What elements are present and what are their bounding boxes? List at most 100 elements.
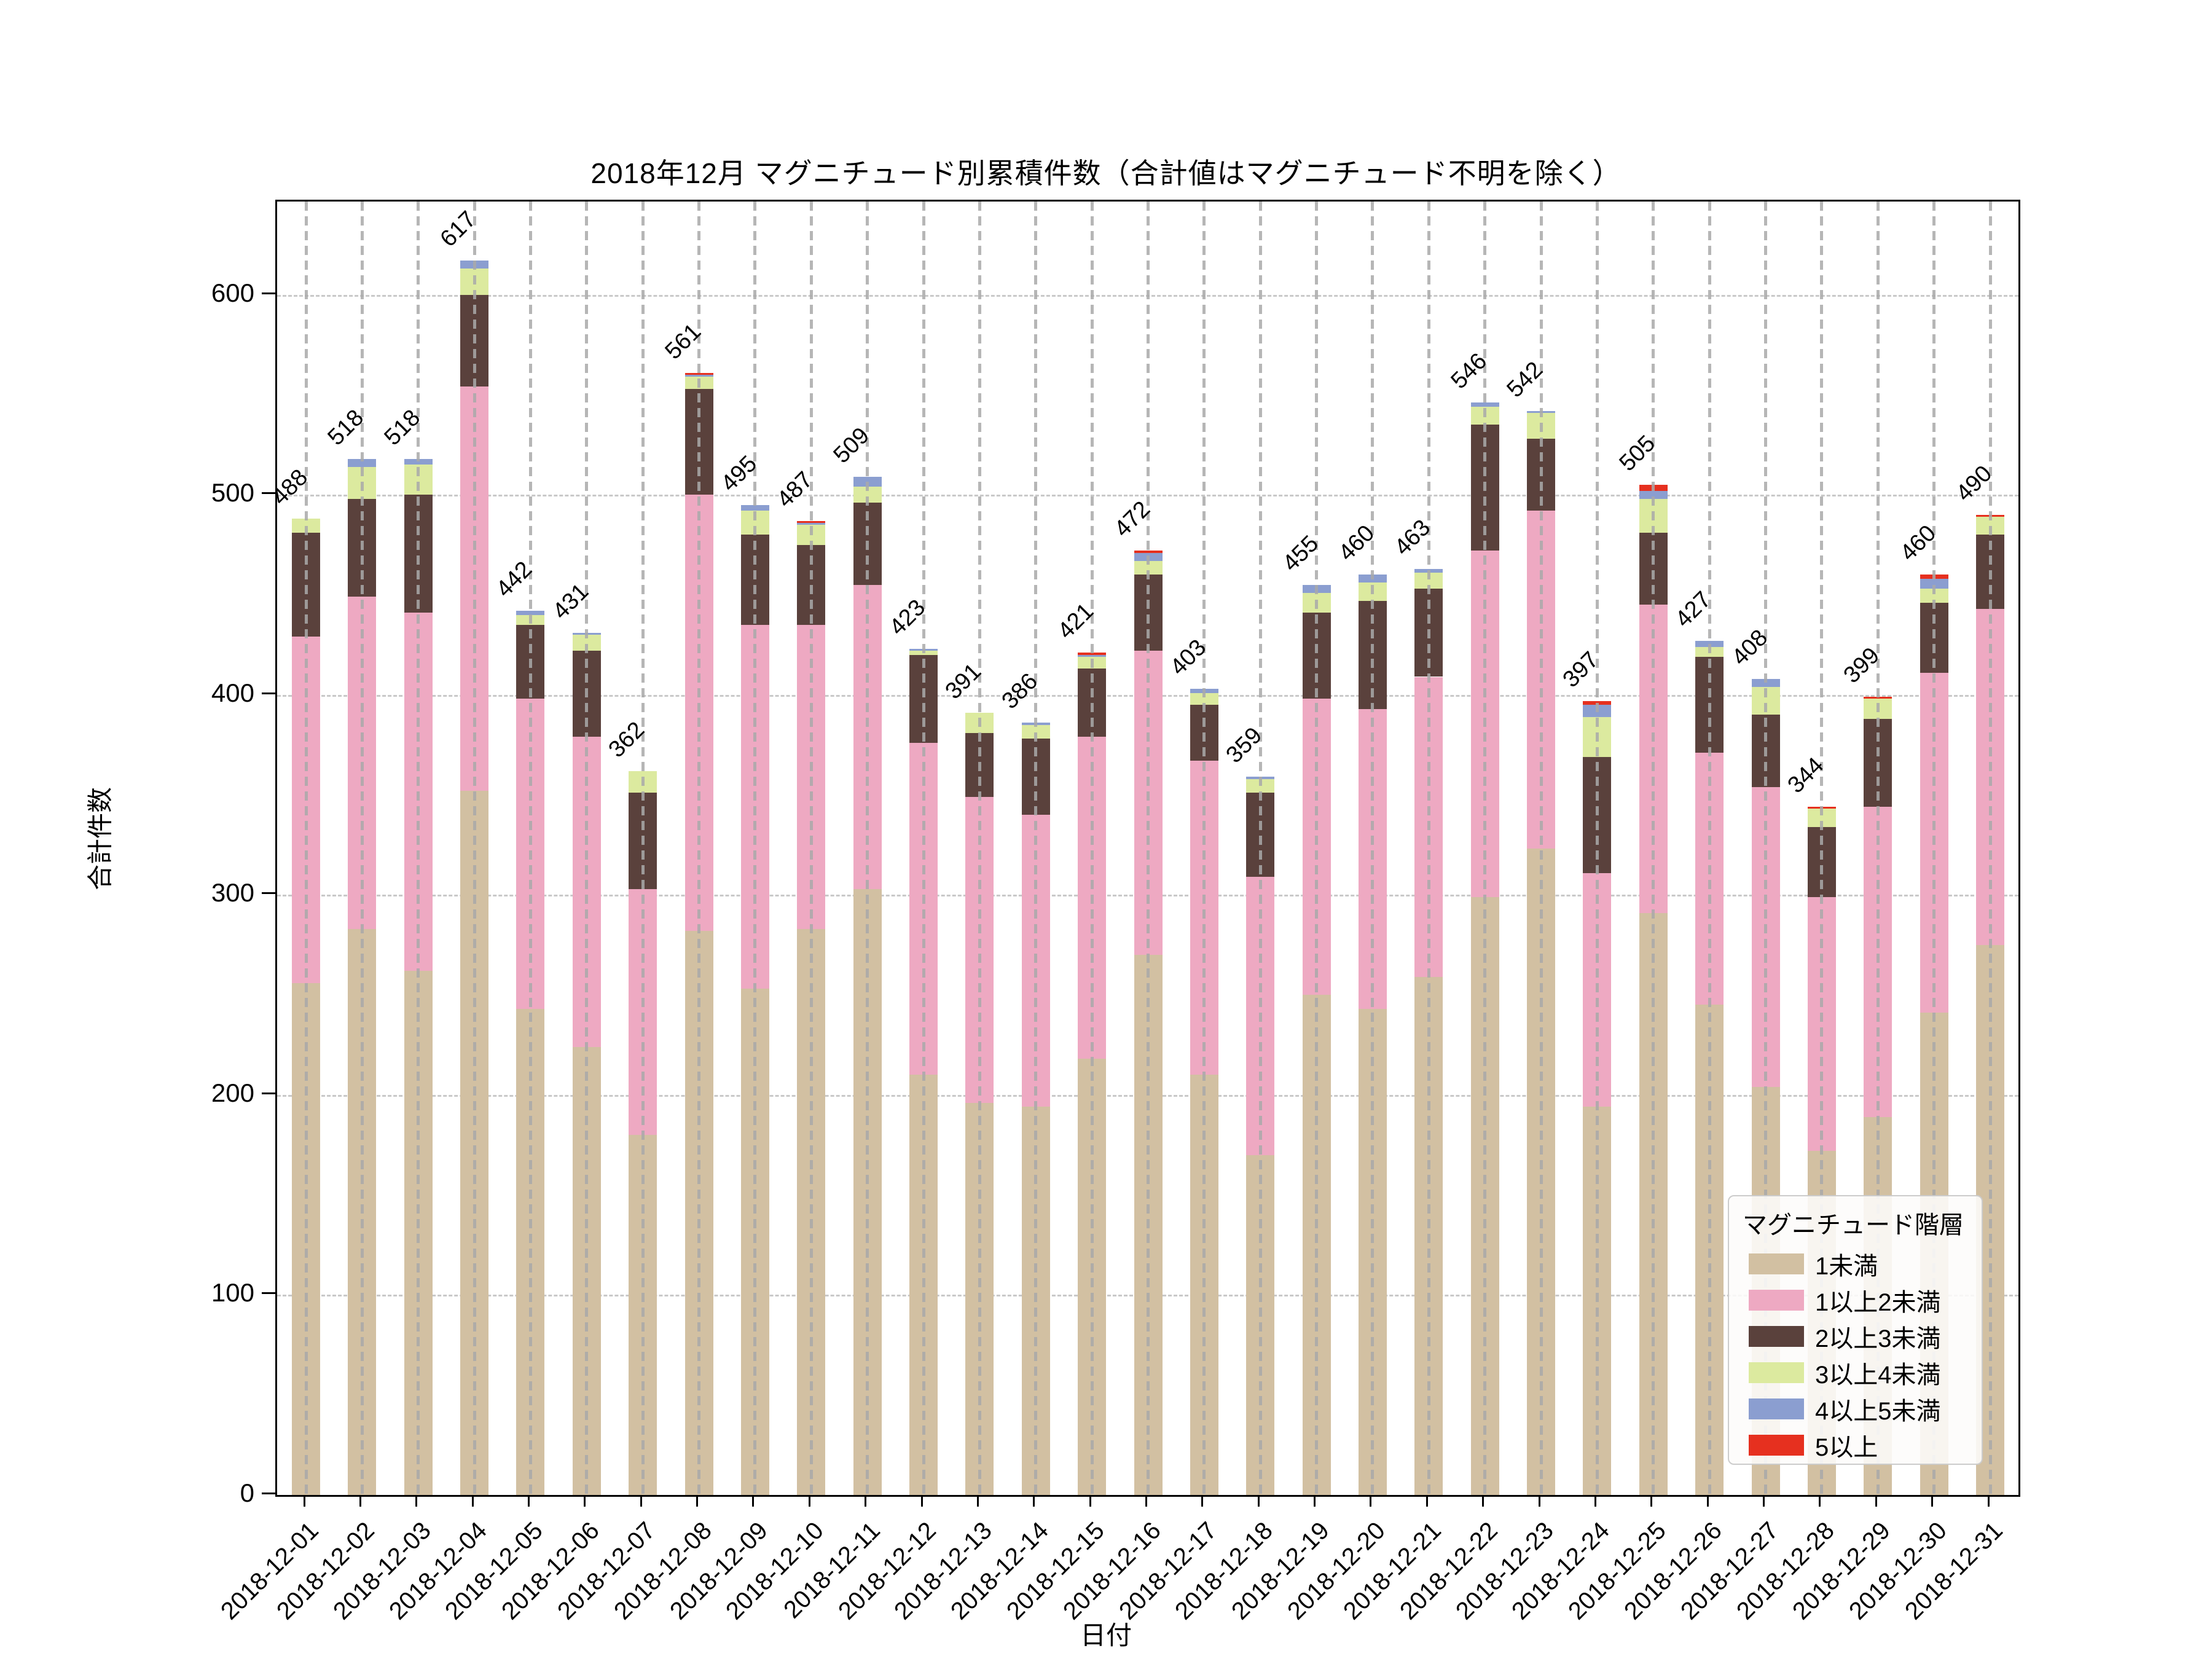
x-tick-mark [1931,1493,1934,1507]
x-tick-mark [1257,1493,1260,1507]
x-gridline [1595,202,1599,1495]
x-gridline [809,202,813,1495]
y-tick-label: 400 [211,678,254,707]
x-tick-mark [1426,1493,1428,1507]
legend-swatch [1749,1362,1804,1383]
x-tick-mark [640,1493,642,1507]
x-tick-mark [527,1493,530,1507]
x-gridline [1652,202,1655,1495]
x-gridline [1932,202,1936,1495]
x-tick-mark [1370,1493,1372,1507]
x-gridline [417,202,420,1495]
y-tick-mark [262,1292,275,1295]
y-tick-label: 200 [211,1078,254,1107]
y-tick-label: 300 [211,878,254,908]
legend-swatch [1749,1398,1804,1419]
legend-title: マグニチュード階層 [1743,1212,1964,1239]
y-tick-mark [262,1092,275,1094]
x-gridline [1034,202,1038,1495]
legend-item: 2以上3未満 [1743,1318,1968,1354]
x-gridline [1371,202,1375,1495]
legend-item-label: 1以上2未満 [1815,1288,1941,1316]
x-tick-mark [1763,1493,1765,1507]
x-gridline [1090,202,1094,1495]
y-tick-label: 500 [211,478,254,508]
x-tick-mark [920,1493,923,1507]
y-tick-label: 0 [240,1478,254,1507]
x-gridline [697,202,701,1495]
legend: マグニチュード階層 1未満 1以上2未満 2以上3未満 3以上4未満 4以上5未満 5以上 [1728,1195,1983,1465]
chart-plot-area [275,200,2020,1497]
x-gridline [1539,202,1543,1495]
x-tick-mark [584,1493,586,1507]
x-tick-mark [1538,1493,1540,1507]
legend-item: 1以上2未満 [1743,1282,1968,1318]
x-tick-mark [1987,1493,1990,1507]
legend-item-label: 3以上4未満 [1815,1361,1941,1389]
x-tick-mark [752,1493,755,1507]
x-axis-label: 日付 [1080,1621,1132,1650]
x-gridline [1483,202,1487,1495]
x-tick-mark [1201,1493,1204,1507]
x-gridline [1427,202,1430,1495]
legend-swatch [1749,1325,1804,1347]
x-gridline [1147,202,1150,1495]
y-tick-label: 600 [211,278,254,307]
x-gridline [641,202,645,1495]
x-gridline [1876,202,1880,1495]
x-tick-mark [808,1493,810,1507]
legend-rows: 1未満 1以上2未満 2以上3未満 3以上4未満 4以上5未満 5以上 [1743,1245,1968,1463]
x-tick-mark [415,1493,418,1507]
legend-swatch [1749,1289,1804,1311]
x-tick-mark [1819,1493,1821,1507]
x-gridline [360,202,364,1495]
x-tick-mark [1650,1493,1653,1507]
x-tick-mark [696,1493,699,1507]
legend-item: 3以上4未満 [1743,1354,1968,1390]
legend-item-label: 2以上3未満 [1815,1325,1941,1352]
x-tick-mark [976,1493,979,1507]
x-tick-mark [1482,1493,1484,1507]
legend-item-label: 1未満 [1815,1252,1878,1280]
x-gridline [1708,202,1711,1495]
x-gridline [978,202,981,1495]
x-gridline [304,202,308,1495]
legend-item-label: 4以上5未満 [1815,1397,1941,1425]
x-gridline [922,202,925,1495]
x-tick-mark [303,1493,305,1507]
legend-item: 4以上5未満 [1743,1390,1968,1427]
x-gridline [1764,202,1768,1495]
y-tick-mark [262,1492,275,1494]
x-tick-mark [1706,1493,1709,1507]
legend-swatch [1749,1253,1804,1274]
legend-swatch [1749,1434,1804,1456]
legend-item: 5以上 [1743,1427,1968,1463]
x-gridline [473,202,476,1495]
x-tick-mark [471,1493,474,1507]
x-gridline [866,202,869,1495]
x-tick-mark [1594,1493,1596,1507]
y-tick-mark [262,292,275,294]
x-gridline [753,202,757,1495]
legend-item-label: 5以上 [1815,1434,1878,1461]
x-tick-mark [865,1493,867,1507]
x-tick-mark [359,1493,361,1507]
x-gridline [1202,202,1206,1495]
y-axis-label: 合計件数 [85,786,115,891]
y-tick-mark [262,892,275,895]
x-gridline [1820,202,1824,1495]
x-tick-mark [1875,1493,1877,1507]
x-gridline [1258,202,1262,1495]
x-tick-mark [1089,1493,1091,1507]
x-gridline [528,202,532,1495]
y-tick-label: 100 [211,1278,254,1308]
x-tick-mark [1033,1493,1035,1507]
x-gridline [585,202,589,1495]
chart-title: 2018年12月 マグニチュード別累積件数（合計値はマグニチュード不明を除く） [590,157,1622,189]
legend-item: 1未満 [1743,1245,1968,1282]
x-tick-mark [1145,1493,1147,1507]
x-gridline [1988,202,1992,1495]
y-tick-mark [262,692,275,694]
x-gridline [1315,202,1319,1495]
